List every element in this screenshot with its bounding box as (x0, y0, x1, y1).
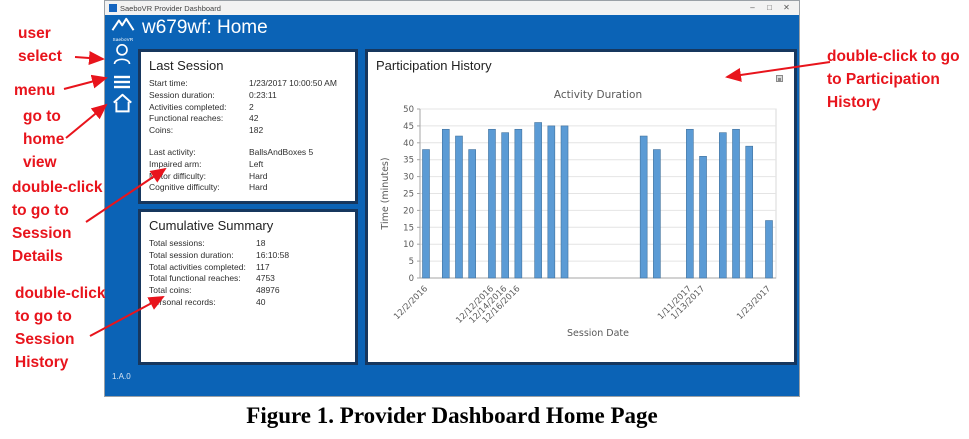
svg-text:Session Date: Session Date (567, 328, 629, 339)
page-title: w679wf: Home (142, 17, 268, 38)
annotation-user-select: user select (18, 25, 62, 65)
save-icon[interactable] (776, 75, 783, 82)
window-title: SaeboVR Provider Dashboard (120, 3, 221, 13)
svg-text:25: 25 (403, 190, 414, 200)
sidebar-item-home[interactable] (110, 91, 134, 115)
annotation-menu: menu (14, 82, 56, 99)
svg-text:50: 50 (403, 105, 414, 115)
participation-history-title: Participation History (376, 58, 492, 73)
info-row: Last activity: BallsAndBoxes 5 (149, 146, 314, 157)
info-row: Start time: 1/23/2017 10:00:50 AM (149, 78, 337, 88)
cumulative-summary-panel[interactable]: Cumulative Summary Total sessions: 18 To… (138, 209, 358, 365)
svg-text:1/11/2017: 1/11/2017 (656, 284, 694, 322)
maximize-button[interactable]: □ (761, 2, 778, 14)
svg-text:Activity Duration: Activity Duration (554, 89, 642, 101)
info-row: Coins: 182 (149, 125, 264, 136)
user-icon (113, 44, 131, 65)
app-icon (109, 4, 117, 12)
annotation-session-history: double-click to go to Session History (15, 285, 106, 371)
svg-text:1/23/2017: 1/23/2017 (735, 284, 773, 322)
info-row: Total sessions: 18 (149, 238, 266, 248)
svg-text:40: 40 (403, 139, 414, 149)
close-button[interactable]: ✕ (778, 2, 795, 14)
info-row: Activities completed: 2 (149, 101, 254, 112)
info-row: Total coins: 48976 (149, 285, 280, 296)
svg-text:45: 45 (403, 122, 414, 132)
svg-text:20: 20 (403, 206, 414, 216)
sidebar-item-user-select[interactable] (110, 42, 134, 66)
info-row: Functional reaches: 42 (149, 113, 259, 124)
annotation-go-to-home-view: go to home view (23, 108, 65, 171)
svg-text:Time (minutes): Time (minutes) (380, 157, 391, 230)
figure-caption: Figure 1. Provider Dashboard Home Page (246, 403, 658, 428)
svg-text:12/2/2016: 12/2/2016 (392, 284, 430, 322)
participation-history-panel[interactable]: Participation History 0 5 10 15 20 25 30 35 40 45… (365, 49, 797, 365)
svg-text:5: 5 (409, 257, 414, 267)
svg-text:1/13/2017: 1/13/2017 (669, 284, 707, 322)
svg-text:30: 30 (403, 173, 414, 183)
svg-text:15: 15 (403, 223, 414, 233)
arrow-home (65, 103, 108, 139)
app-window: SaeboVR Provider Dashboard – □ ✕ SaeboVR… (104, 0, 800, 397)
annotation-participation-history: double-click to go to Participation Hist… (827, 48, 960, 111)
info-row: Motor difficulty: Hard (149, 170, 268, 181)
hamburger-menu-icon (114, 75, 130, 89)
version-label: 1.A.0 (112, 372, 131, 381)
cumulative-summary-rows: Total sessions: 18 Total session duratio… (149, 238, 355, 309)
info-row: Session duration: 0:23:11 (149, 89, 277, 100)
titlebar: SaeboVR Provider Dashboard – □ ✕ (105, 1, 799, 15)
info-row: Total activities completed: 117 (149, 261, 270, 272)
app-body: SaeboVR w679wf: Home (105, 15, 799, 396)
svg-text:12/14/2016: 12/14/2016 (468, 284, 510, 326)
saebovr-logo: SaeboVR (108, 17, 138, 42)
minimize-button[interactable]: – (744, 2, 761, 14)
info-row: Total functional reaches: 4753 (149, 273, 275, 284)
info-row: Total session duration: 16:10:58 (149, 249, 290, 260)
info-row: Cognitive difficulty: Hard (149, 182, 268, 193)
last-session-rows: Start time: 1/23/2017 10:00:50 AM Sessio… (149, 78, 355, 137)
cumulative-summary-title: Cumulative Summary (149, 218, 274, 233)
row-gap (141, 137, 355, 147)
svg-text:0: 0 (409, 274, 414, 284)
last-activity-rows: Last activity: BallsAndBoxes 5 Impaired … (149, 147, 355, 194)
arrow-user-select (74, 51, 105, 65)
window-controls: – □ ✕ (744, 2, 795, 14)
arrow-menu (63, 74, 108, 90)
last-session-title: Last Session (149, 58, 224, 73)
svg-text:10: 10 (403, 240, 414, 250)
home-icon (112, 93, 132, 112)
info-row: Personal records: 40 (149, 296, 266, 307)
svg-text:35: 35 (403, 156, 414, 166)
sidebar-item-menu[interactable] (110, 70, 134, 94)
last-session-panel[interactable]: Last Session Start time: 1/23/2017 10:00… (138, 49, 358, 204)
mountain-logo-icon (111, 17, 135, 31)
annotation-session-details: double-click to go to Session Details (12, 179, 103, 265)
svg-text:12/12/2016: 12/12/2016 (454, 284, 496, 326)
svg-text:12/16/2016: 12/16/2016 (481, 284, 523, 326)
logo-text: SaeboVR (112, 37, 134, 42)
info-row: Impaired arm: Left (149, 158, 264, 169)
